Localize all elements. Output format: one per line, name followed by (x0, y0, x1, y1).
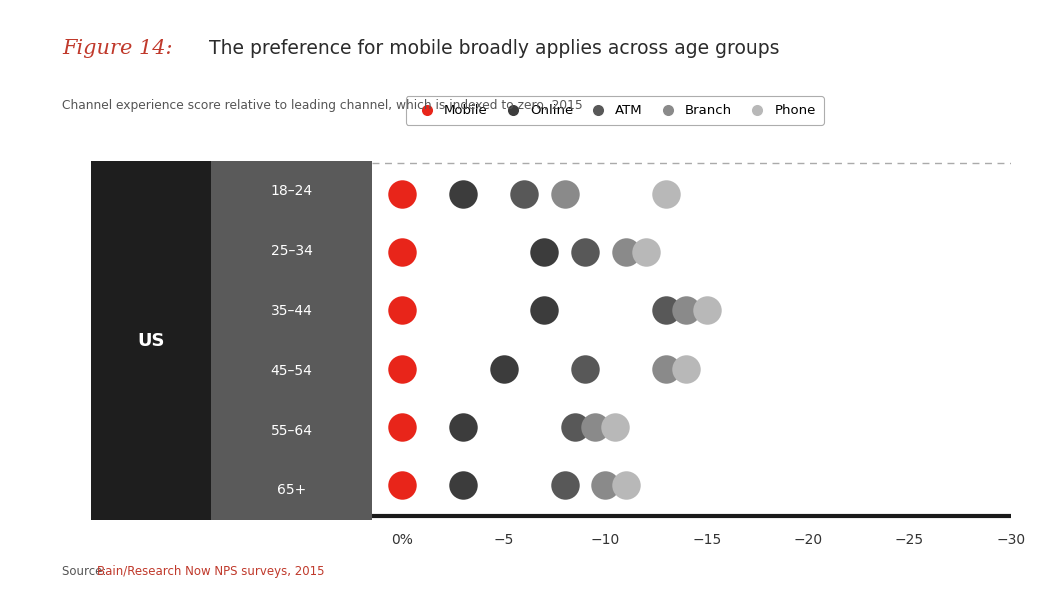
Point (394, 480, 410, 490)
Point (658, 306, 674, 315)
Point (587, 422, 604, 432)
Point (638, 247, 655, 257)
Text: Figure 14:: Figure 14: (62, 39, 172, 58)
Text: Channel experience score relative to leading channel, which is indexed to zero, : Channel experience score relative to lea… (62, 99, 583, 112)
Text: 18–24: 18–24 (270, 184, 313, 199)
Point (678, 364, 695, 373)
Point (617, 480, 634, 490)
Point (536, 247, 553, 257)
Point (607, 422, 623, 432)
Text: 25–34: 25–34 (270, 244, 313, 258)
Text: 45–54: 45–54 (270, 364, 313, 378)
Point (617, 247, 634, 257)
Point (455, 480, 472, 490)
Point (515, 189, 532, 199)
Point (678, 306, 695, 315)
Legend: Mobile, Online, ATM, Branch, Phone: Mobile, Online, ATM, Branch, Phone (405, 96, 824, 125)
Point (536, 306, 553, 315)
Point (577, 247, 593, 257)
Text: The preference for mobile broadly applies across age groups: The preference for mobile broadly applie… (203, 39, 779, 58)
Point (455, 422, 472, 432)
Point (658, 364, 674, 373)
Point (556, 189, 572, 199)
Point (394, 247, 410, 257)
Point (597, 480, 614, 490)
Point (556, 480, 572, 490)
Text: Source:: Source: (62, 565, 110, 578)
Point (698, 306, 715, 315)
Point (394, 422, 410, 432)
Point (566, 422, 583, 432)
Point (394, 364, 410, 373)
Point (496, 364, 512, 373)
Text: Bain/Research Now NPS surveys, 2015: Bain/Research Now NPS surveys, 2015 (97, 565, 324, 578)
Point (394, 189, 410, 199)
Text: 35–44: 35–44 (270, 304, 313, 318)
Point (658, 189, 674, 199)
Point (394, 306, 410, 315)
Text: US: US (137, 332, 165, 350)
Point (577, 364, 593, 373)
Text: 55–64: 55–64 (270, 423, 313, 438)
Point (455, 189, 472, 199)
Text: 65+: 65+ (276, 483, 307, 498)
